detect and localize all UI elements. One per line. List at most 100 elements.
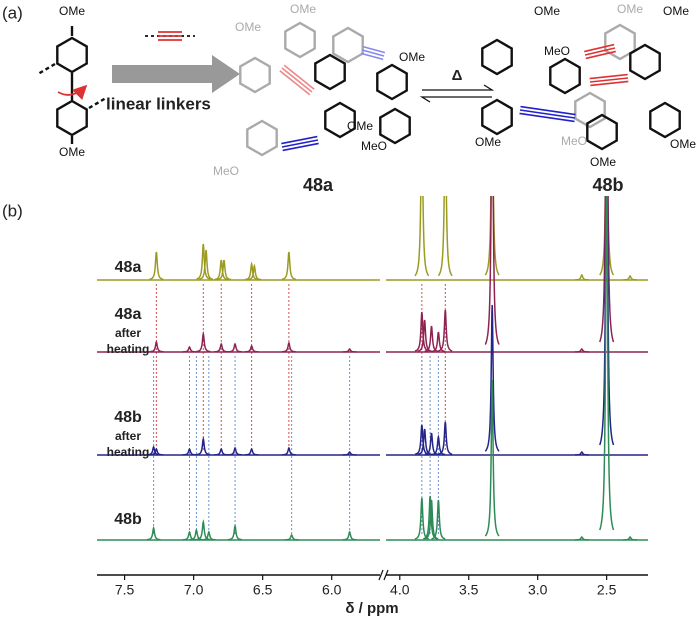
peak — [214, 259, 229, 281]
triple-bond — [281, 67, 313, 93]
spectrum-label: 48a — [115, 306, 142, 323]
peak — [182, 345, 197, 353]
peak — [437, 196, 453, 277]
spectrum-label: 48b — [114, 409, 142, 426]
peak — [342, 530, 357, 541]
peak — [431, 434, 446, 456]
triple-bond — [283, 64, 315, 90]
peak — [417, 428, 432, 456]
substituent: OMe — [590, 155, 616, 169]
peak — [182, 447, 197, 456]
peak — [244, 344, 259, 353]
peak — [623, 536, 637, 541]
peak — [414, 196, 430, 277]
triple-bond — [584, 47, 616, 56]
spectrum-condition: heating — [107, 445, 150, 459]
peak — [484, 304, 500, 452]
triple-bond — [519, 112, 575, 123]
peak — [574, 348, 589, 353]
ring — [246, 119, 278, 157]
peak — [182, 530, 197, 541]
triple-bond — [281, 135, 318, 145]
peak — [424, 325, 439, 353]
peak — [214, 342, 229, 353]
peak — [484, 196, 500, 276]
peak — [484, 196, 500, 345]
peak — [599, 196, 615, 276]
triple-bond — [589, 77, 629, 83]
peak — [198, 249, 214, 280]
substituent: MeO — [561, 134, 587, 148]
x-tick-label: 2.5 — [597, 582, 617, 598]
peak — [228, 342, 243, 353]
substituent: OMe — [617, 2, 643, 16]
peak — [228, 446, 243, 456]
peak — [438, 309, 453, 352]
peak — [146, 445, 161, 456]
peak — [196, 519, 211, 541]
peak — [599, 196, 615, 343]
x-tick-label: 3.0 — [528, 582, 548, 598]
substituent: OMe — [59, 145, 85, 159]
peak — [431, 499, 446, 540]
triple-bond — [282, 142, 319, 152]
peak — [599, 196, 615, 531]
peak — [342, 451, 357, 456]
peak — [574, 536, 589, 541]
panel-label: (a) — [2, 3, 23, 22]
x-tick-label: 6.0 — [322, 582, 342, 598]
ring — [56, 99, 88, 137]
ring — [376, 63, 408, 101]
peak — [599, 196, 615, 446]
substituent: MeO — [544, 44, 570, 58]
triple-bond — [361, 49, 385, 57]
peak — [623, 275, 637, 281]
x-tick-label: 7.5 — [115, 582, 135, 598]
linker-icon — [145, 31, 195, 41]
peak — [574, 273, 589, 281]
panel-label: (b) — [2, 201, 23, 220]
peak — [196, 243, 211, 280]
equilibrium-arrows — [419, 84, 495, 103]
peak — [201, 530, 216, 541]
peak — [196, 436, 211, 456]
heat-symbol: Δ — [452, 67, 463, 84]
substituent: OMe — [59, 4, 85, 18]
x-tick-label: 4.0 — [390, 582, 410, 598]
peak — [146, 525, 161, 541]
substituent: OMe — [663, 4, 689, 18]
x-tick-label: 6.5 — [253, 582, 273, 598]
triple-bond — [584, 43, 615, 53]
compound-label: 48a — [303, 175, 334, 195]
peak — [196, 331, 211, 353]
ring — [481, 38, 513, 76]
substituent: MeO — [213, 164, 239, 178]
peak — [424, 499, 439, 540]
x-tick-label: 3.5 — [459, 582, 479, 598]
peak — [431, 331, 446, 353]
reaction-arrow — [112, 55, 240, 93]
peak — [281, 446, 296, 456]
linker-label: linear linkers — [106, 94, 211, 113]
spectrum-label: 48a — [115, 259, 142, 276]
substituent: OMe — [347, 119, 373, 133]
ring — [314, 53, 346, 91]
triple-bond — [281, 139, 319, 148]
ring — [574, 91, 606, 129]
peak — [484, 379, 500, 537]
ring — [586, 113, 618, 151]
triple-bond — [520, 105, 576, 116]
ring — [629, 43, 661, 81]
triple-bond — [590, 80, 629, 87]
ring — [649, 101, 681, 139]
triple-bond — [519, 109, 576, 119]
substituent: OMe — [235, 20, 261, 34]
peak — [281, 251, 296, 281]
peak — [284, 533, 299, 541]
peak — [244, 261, 259, 281]
peak — [149, 251, 164, 281]
substituent: OMe — [670, 137, 696, 151]
substituent: OMe — [475, 135, 501, 149]
